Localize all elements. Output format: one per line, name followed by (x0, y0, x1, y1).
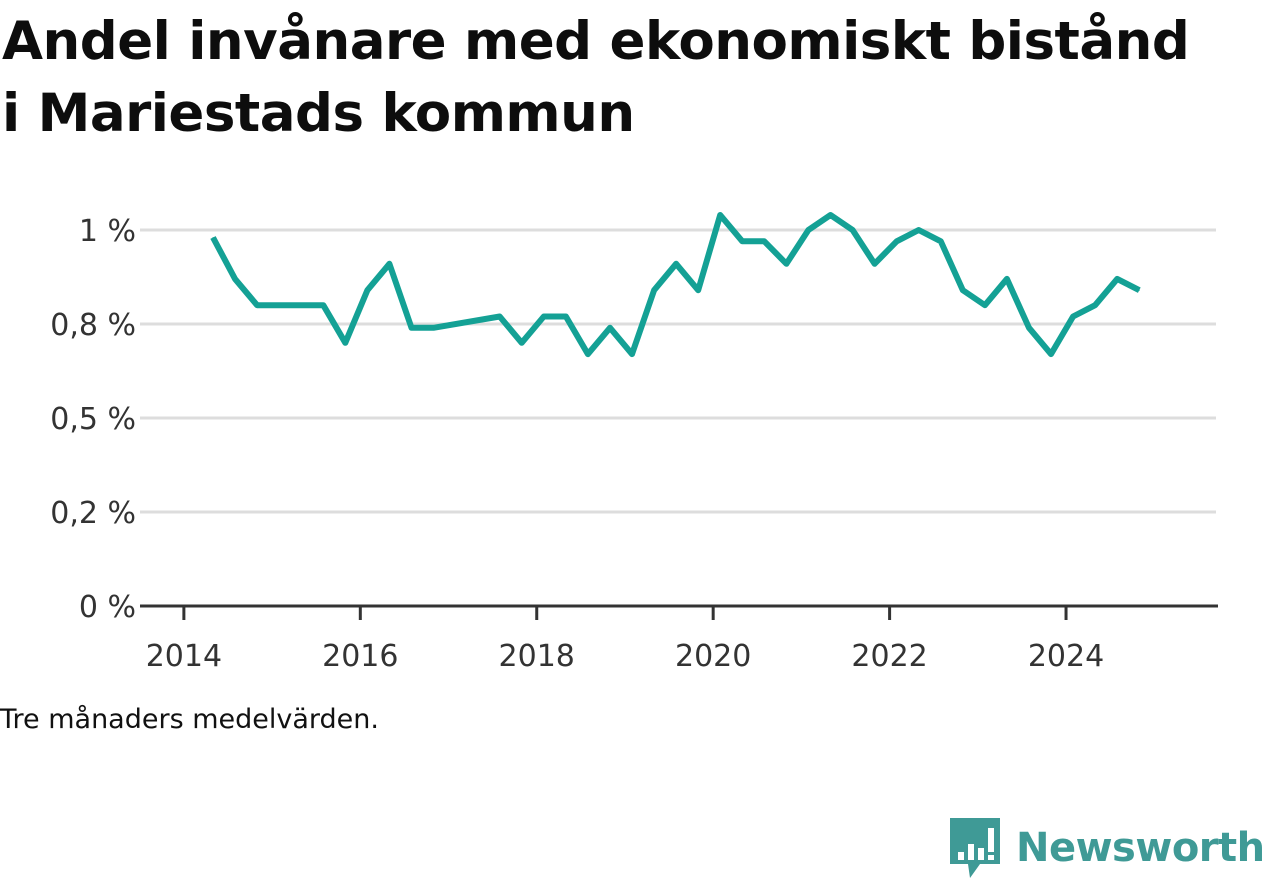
y-tick-label: 0,2 % (50, 496, 136, 531)
data-point (940, 240, 942, 242)
y-tick-label: 0 % (79, 590, 136, 625)
data-point (256, 304, 258, 306)
data-point (807, 229, 809, 231)
data-point (697, 289, 699, 291)
data-point (719, 214, 721, 216)
data-point (587, 353, 589, 355)
data-point (278, 304, 280, 306)
data-point (212, 237, 214, 238)
data-point (322, 304, 324, 306)
data-point (962, 289, 964, 291)
x-tick-label: 2016 (322, 639, 398, 674)
x-tick-label: 2020 (675, 639, 751, 674)
data-point (1094, 304, 1096, 306)
data-point (918, 229, 920, 231)
y-tick-label: 0,8 % (50, 308, 136, 343)
data-point (543, 316, 545, 317)
data-point (1006, 278, 1008, 280)
data-point (565, 316, 567, 317)
data-point (852, 229, 854, 231)
data-point (388, 263, 390, 265)
data-point (344, 342, 346, 344)
data-point (631, 353, 633, 355)
y-axis-ticks: 0 % 0,2 % 0,5 % 0,8 % 1 % (50, 214, 136, 625)
data-point (1072, 316, 1074, 317)
data-point (763, 240, 765, 242)
data-point (1116, 278, 1118, 280)
brand-name: Newsworthy (1016, 825, 1262, 871)
brand-logo: Newsworthy (950, 818, 1262, 878)
data-point (609, 327, 611, 329)
x-tick-label: 2014 (146, 639, 222, 674)
data-point (499, 316, 501, 317)
data-point (1050, 353, 1052, 355)
data-point (741, 240, 743, 242)
data-point (1138, 289, 1140, 291)
series-group (210, 212, 1141, 358)
chart-footnote: Tre månaders medelvärden. (0, 704, 379, 735)
y-tick-label: 0,5 % (50, 402, 136, 437)
x-tick-label: 2024 (1028, 639, 1104, 674)
data-point (785, 263, 787, 265)
gridlines (140, 228, 1216, 514)
data-point (830, 214, 831, 216)
data-point (874, 263, 876, 265)
data-point (984, 304, 986, 306)
x-tick-label: 2018 (499, 639, 575, 674)
x-axis: 2014 2016 2018 2020 2022 2024 (140, 604, 1218, 674)
chart-title: Andel invånare med ekonomiskt bistånd i … (2, 11, 1190, 144)
x-tick-label: 2022 (851, 639, 927, 674)
data-point (521, 342, 523, 344)
data-point (366, 289, 368, 291)
data-point (1028, 327, 1030, 329)
data-point (653, 289, 655, 291)
data-point (300, 304, 302, 306)
data-point (675, 263, 677, 265)
data-point (896, 240, 898, 242)
data-point (433, 327, 434, 329)
newsworthy-logo-icon (950, 818, 1000, 878)
data-point (234, 278, 236, 280)
y-tick-label: 1 % (79, 214, 136, 249)
data-point (411, 327, 412, 329)
series-line (210, 212, 1141, 358)
